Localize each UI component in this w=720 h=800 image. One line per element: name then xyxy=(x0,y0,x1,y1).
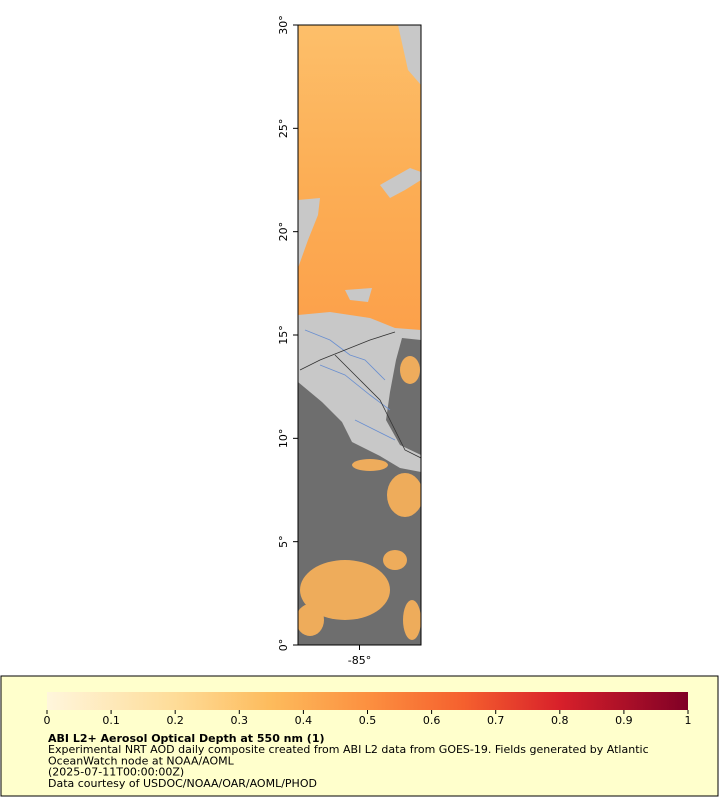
y-tick-label: 15° xyxy=(277,325,290,345)
colorbar xyxy=(47,692,688,710)
colorbar-tick-label: 0.2 xyxy=(166,714,184,727)
legend-line: Data courtesy of USDOC/NOAA/OAR/AOML/PHO… xyxy=(48,777,317,790)
map-image xyxy=(298,25,421,645)
legend-title: ABI L2+ Aerosol Optical Depth at 550 nm … xyxy=(48,732,325,745)
y-tick-label: 10° xyxy=(277,429,290,449)
colorbar-tick-label: 0.5 xyxy=(359,714,377,727)
colorbar-tick-label: 0.3 xyxy=(231,714,249,727)
colorbar-tick-label: 0.4 xyxy=(295,714,313,727)
colorbar-tick-label: 0.1 xyxy=(102,714,120,727)
legend-line: OceanWatch node at NOAA/AOML xyxy=(48,754,235,767)
y-tick-label: 5° xyxy=(277,535,290,548)
map-axes: 0° 5° 10° 15° 20° 25° 30° -85° xyxy=(277,15,371,667)
y-tick-label: 30° xyxy=(277,15,290,35)
colorbar-tick-label: 0.6 xyxy=(423,714,441,727)
y-tick-label: 20° xyxy=(277,222,290,242)
legend-line: Experimental NRT AOD daily composite cre… xyxy=(48,743,649,756)
legend: ABI L2+ Aerosol Optical Depth at 550 nm … xyxy=(44,710,692,790)
colorbar-tick-label: 0.8 xyxy=(551,714,569,727)
y-tick-label: 0° xyxy=(277,639,290,652)
colorbar-tick-label: 0.7 xyxy=(487,714,505,727)
colorbar-tick-label: 1 xyxy=(685,714,692,727)
colorbar-tick-label: 0 xyxy=(44,714,51,727)
x-tick-label: -85° xyxy=(348,654,371,667)
legend-line: (2025-07-11T00:00:00Z) xyxy=(48,766,184,779)
y-tick-label: 25° xyxy=(277,119,290,139)
colorbar-tick-label: 0.9 xyxy=(615,714,633,727)
